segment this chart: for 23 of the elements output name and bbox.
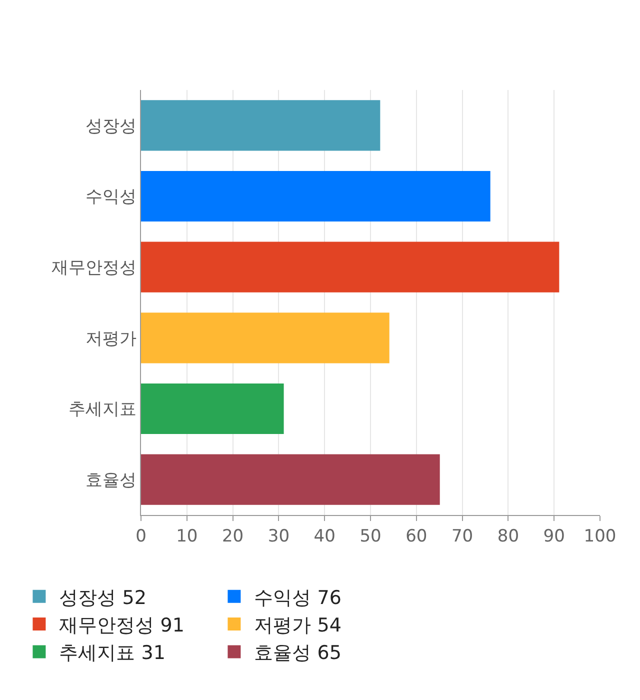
x-tick-label: 100 — [584, 526, 616, 546]
legend-label: 성장성 52 — [59, 586, 146, 609]
x-tick-label: 90 — [543, 526, 565, 546]
legend-label: 재무안정성 91 — [59, 614, 184, 636]
x-tick-label: 70 — [451, 526, 474, 546]
x-tick-label: 30 — [268, 526, 290, 546]
y-tick-label: 성장성 — [86, 116, 137, 136]
y-tick-label: 효율성 — [86, 470, 137, 491]
y-tick-label: 수익성 — [86, 187, 137, 208]
legend-label: 수익성 76 — [254, 586, 342, 609]
legend-label: 추세지표 31 — [59, 642, 166, 664]
x-tick-label: 10 — [176, 526, 198, 546]
x-tick-label: 0 — [136, 526, 146, 546]
legend-label: 효율성 65 — [254, 642, 342, 664]
y-tick-label: 추세지표 — [68, 400, 137, 420]
x-tick-label: 50 — [360, 526, 382, 546]
x-tick-label: 40 — [314, 526, 336, 546]
y-tick-label: 재무안정성 — [52, 258, 137, 278]
y-tick-label: 저평가 — [86, 328, 137, 349]
legend-label: 저평가 54 — [254, 614, 342, 636]
x-tick-label: 60 — [406, 526, 428, 546]
x-tick-label: 80 — [497, 526, 520, 546]
x-tick-label: 20 — [222, 526, 244, 546]
